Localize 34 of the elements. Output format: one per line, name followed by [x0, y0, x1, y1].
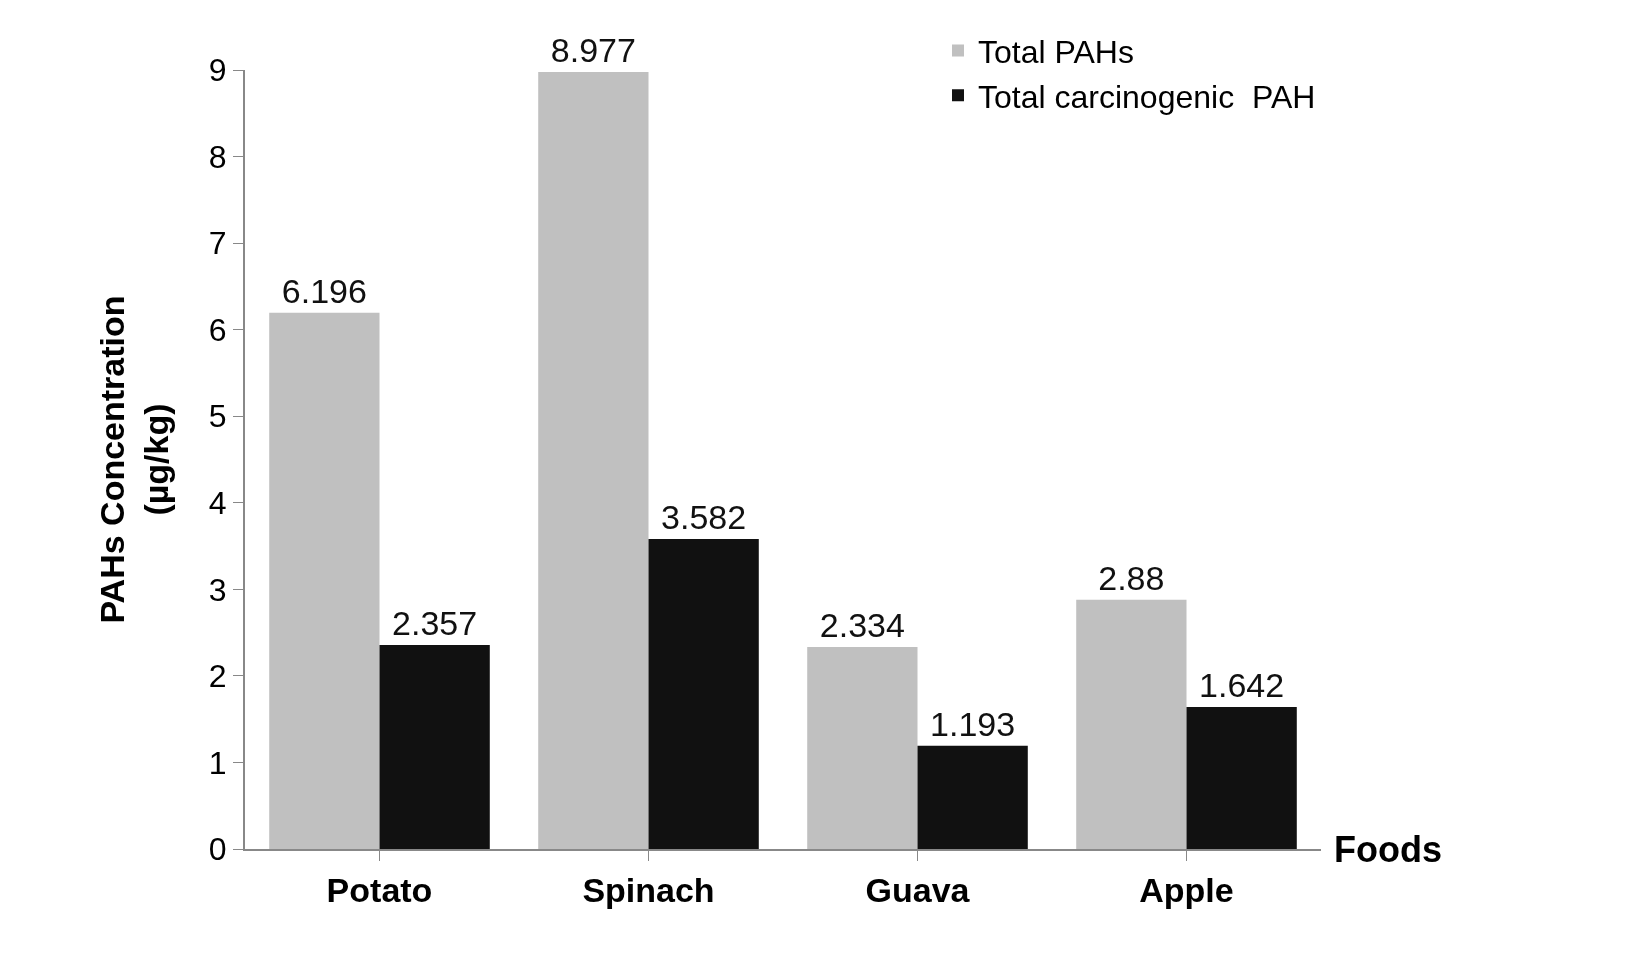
bar: [379, 644, 490, 849]
y-axis-title: PAHs Concentration (µg/kg): [92, 295, 175, 624]
x-tick-label: Potato: [326, 870, 433, 909]
bar: [538, 71, 649, 849]
x-axis-title: Foods: [1334, 829, 1442, 870]
data-label: 8.977: [550, 30, 636, 69]
data-label: 2.357: [392, 603, 478, 642]
bar: [648, 538, 759, 849]
bar: [1076, 599, 1187, 849]
bar: [1186, 706, 1297, 849]
data-label: 6.196: [281, 271, 367, 310]
legend-label: Total PAHs: [978, 34, 1134, 71]
y-tick-label: 8: [208, 138, 227, 175]
y-tick-label: 5: [208, 398, 227, 435]
y-tick-label: 2: [208, 658, 227, 695]
data-label: 1.193: [930, 704, 1016, 743]
legend-label: Total carcinogenic PAH: [978, 78, 1316, 115]
data-label: 2.334: [819, 605, 905, 644]
y-tick-label: 3: [208, 571, 227, 608]
y-tick-label: 6: [208, 311, 227, 348]
y-tick-label: 4: [208, 484, 227, 521]
x-tick-label: Spinach: [582, 870, 715, 909]
x-tick-label: Guava: [865, 870, 971, 909]
y-tick-label: 1: [208, 744, 227, 781]
bar: [269, 312, 380, 849]
y-tick-label: 0: [208, 831, 227, 868]
data-label: 2.88: [1098, 558, 1165, 597]
x-tick-label: Apple: [1139, 870, 1234, 909]
bar: [917, 745, 1028, 849]
data-label: 3.582: [661, 497, 747, 536]
y-tick-label: 9: [208, 52, 227, 89]
bar: [807, 646, 918, 849]
y-tick-label: 7: [208, 225, 227, 262]
data-label: 1.642: [1199, 665, 1285, 704]
